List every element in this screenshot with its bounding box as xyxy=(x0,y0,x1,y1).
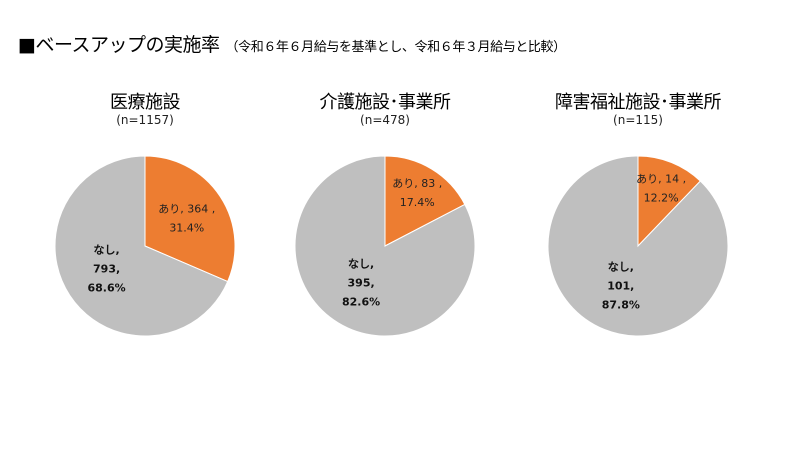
pie-svg: あり, 364 , 31.4% なし, 793, 68.6% xyxy=(54,155,236,337)
pie-title: 医療施設 xyxy=(110,92,181,113)
pie-label-nashi: なし, 101, 87.8% xyxy=(602,261,640,312)
pie-label-nashi: なし, 793, 68.6% xyxy=(88,243,126,294)
pie-sample-size: (n=115) xyxy=(613,113,663,127)
pie-label-nashi: なし, 395, 82.6% xyxy=(342,257,380,308)
pie-label-ari: あり, 14 , 12.2% xyxy=(636,173,686,205)
pie-svg: あり, 83 , 17.4% なし, 395, 82.6% xyxy=(294,155,476,337)
pie-label-ari: あり, 364 , 31.4% xyxy=(158,203,215,235)
pie-title: 介護施設･事業所 xyxy=(319,92,452,113)
pie-chart-medical: 医療施設 (n=1157) あり, 364 , 31.4% なし, 793, 68.6% xyxy=(20,88,270,348)
pie-svg: あり, 14 , 12.2% なし, 101, 87.8% xyxy=(547,155,729,337)
pie-slice-nashi xyxy=(294,155,476,337)
pie-slice-ari xyxy=(384,155,466,247)
pie-slice-nashi xyxy=(54,155,229,337)
page-title: ■ベースアップの実施率 （令和６年６月給与を基準とし、令和６年３月給与と比較） xyxy=(18,30,566,60)
page-title-subtitle: （令和６年６月給与を基準とし、令和６年３月給与と比較） xyxy=(225,40,567,55)
pie-chart-care: 介護施設･事業所 (n=478) あり, 83 , 17.4% なし, 395, 82.… xyxy=(260,88,510,348)
pie-title: 障害福祉施設･事業所 xyxy=(555,92,722,113)
pie-slice-ari xyxy=(144,155,236,283)
page-title-main: ■ベースアップの実施率 xyxy=(18,34,220,56)
pie-slice-ari xyxy=(637,155,702,248)
pie-chart-disability: 障害福祉施設･事業所 (n=115) あり, 14 , 12.2% なし, 101, 8… xyxy=(513,88,763,348)
pie-sample-size: (n=1157) xyxy=(116,113,174,127)
pie-label-ari: あり, 83 , 17.4% xyxy=(392,177,442,209)
pie-slice-nashi xyxy=(547,155,729,337)
pie-sample-size: (n=478) xyxy=(360,113,410,127)
